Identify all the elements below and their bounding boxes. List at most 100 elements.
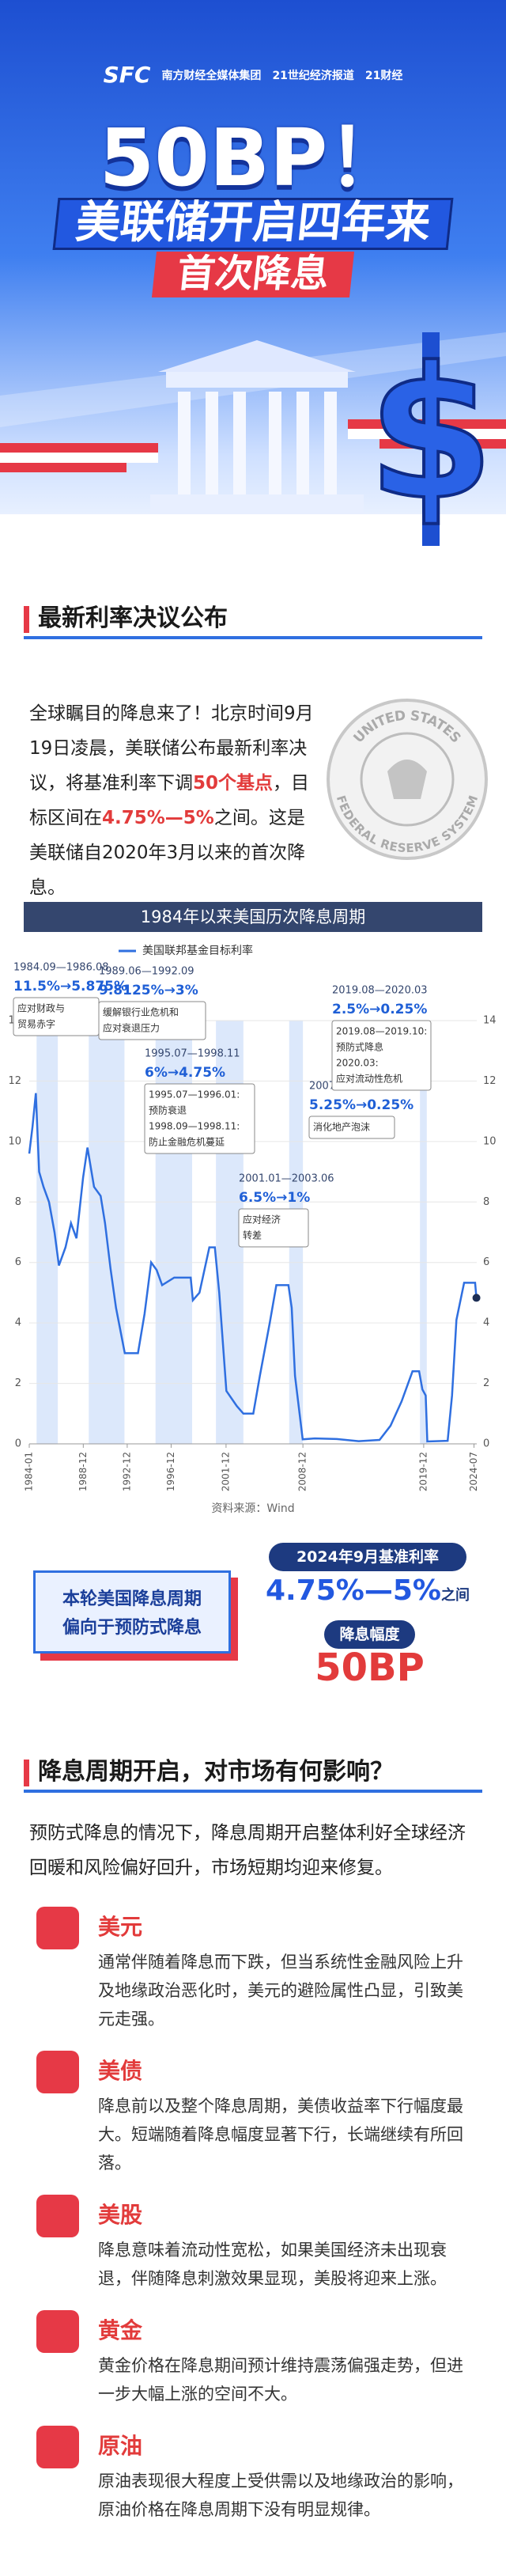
cycle-change: 6%→4.75% — [145, 1065, 225, 1081]
x-tick-label: 1988-12 — [77, 1452, 89, 1491]
y-tick-label: 4 — [483, 1317, 489, 1329]
x-tick-label: 1996-12 — [165, 1452, 176, 1491]
item-text: 降息前以及整个降息周期，美债收益率下行幅度最大。短端随着降息幅度显著下行，长端继… — [98, 2097, 463, 2173]
subtitle: 美联储开启四年来 — [52, 197, 454, 250]
callout: 本轮美国降息周期 偏向于预防式降息 — [33, 1570, 231, 1654]
cycle-note: 2019.08—2019.10: — [336, 1026, 427, 1037]
rate: 4.75%—5%之间 — [253, 1574, 482, 1607]
cycle-note: 消化地产泡沫 — [313, 1122, 370, 1133]
y-tick-label: 12 — [483, 1075, 497, 1087]
text-segment: ，目标区间在 — [29, 773, 310, 828]
logo: SFC — [103, 62, 151, 88]
callout-line: 偏向于预防式降息 — [62, 1618, 202, 1638]
item-icon — [36, 2310, 79, 2353]
y-tick-label: 6 — [483, 1256, 489, 1268]
legend-label: 美国联邦基金目标利率 — [142, 944, 253, 957]
cycle-note: 转差 — [243, 1229, 262, 1241]
item-text: 黄金价格在降息期间预计维持震荡偏强走势，但进一步大幅上涨的空间不大。 — [98, 2356, 463, 2404]
cycle-note: 缓解银行业危机和 — [103, 1007, 179, 1018]
item-list: 美元 通常伴随着降息而下跌，但当系统性金融风险上升及地缘政治恶化时，美元的避险属性… — [36, 1907, 479, 2541]
y-tick-label: 0 — [15, 1438, 21, 1450]
callout-line: 本轮美国降息周期 — [62, 1589, 202, 1609]
cycle-note: 贸易赤字 — [17, 1018, 55, 1030]
subtitle: 首次降息 — [151, 252, 355, 297]
cycle-note: 2020.03: — [336, 1058, 379, 1069]
x-tick-label: 1984-01 — [24, 1452, 35, 1491]
end-point — [472, 1294, 481, 1302]
logo: 21财经 — [364, 69, 403, 82]
note-box — [238, 1208, 309, 1248]
item-title: 美债 — [98, 2058, 143, 2084]
logos: SFC 南方财经全媒体集团 21世纪经济报道 21财经 — [0, 62, 506, 88]
x-tick-label: 2019-12 — [417, 1452, 429, 1491]
text-segment: 全球瞩目的降息来了！北京时间9月19日凌晨，美联储公布最新利率决议，将基准利率下… — [29, 703, 314, 794]
y-tick-label: 2 — [15, 1377, 21, 1389]
cycle-note: 1995.07—1996.01: — [149, 1089, 240, 1100]
y-tick-label: 10 — [8, 1135, 21, 1147]
item-icon — [36, 2195, 79, 2237]
cycle-note: 预防式降息 — [336, 1041, 383, 1053]
title: 50BP！ — [99, 112, 407, 204]
item-text: 通常伴随着降息而下跌，但当系统性金融风险上升及地缘政治恶化时，美元的避险属性凸显… — [98, 1953, 463, 2029]
y-tick-label: 2 — [483, 1377, 489, 1389]
item-icon — [36, 2426, 79, 2468]
cycle-period: 1995.07—1998.11 — [145, 1048, 240, 1060]
logo: 21世纪经济报道 — [272, 69, 354, 82]
market-item: 美股降息意味着流动性宽松，如果美国经济未出现衰退，伴随降息刺激效果显现，美股将迎… — [36, 2195, 479, 2293]
cycle-note: 应对衰退压力 — [103, 1022, 160, 1034]
item-text: 降息意味着流动性宽松，如果美国经济未出现衰退，伴随降息刺激效果显现，美股将迎来上… — [98, 2241, 447, 2288]
y-tick-label: 14 — [483, 1015, 497, 1027]
item-title: 黄金 — [98, 2317, 143, 2343]
line — [28, 1093, 478, 1443]
y-tick-label: 10 — [483, 1135, 497, 1147]
paragraph: 全球瞩目的降息来了！北京时间9月19日凌晨，美联储公布最新利率决议，将基准利率下… — [29, 696, 322, 905]
market-item: 原油 原油表现很大程度上受供需以及地缘政治的影响，原油价格在降息周期下没有明显规律… — [36, 2426, 479, 2524]
cycle-period: 2019.08—2020.03 — [332, 985, 428, 997]
item-icon — [36, 2051, 79, 2093]
market-item: 美元 通常伴随着降息而下跌，但当系统性金融风险上升及地缘政治恶化时，美元的避险属性… — [36, 1907, 479, 2033]
chart-title: 1984年以来美国历次降息周期 — [24, 902, 482, 932]
item-text: 原油表现很大程度上受供需以及地缘政治的影响，原油价格在降息周期下没有明显规律。 — [98, 2472, 463, 2519]
cycle-note: 应对财政与 — [17, 1002, 65, 1014]
cycle-change: 5.25%→0.25% — [309, 1097, 413, 1113]
x-tick-label: 2001-12 — [220, 1452, 231, 1491]
cycle-band — [420, 1021, 427, 1444]
seal: UNITED STATES FEDERAL RESERVE SYSTEM — [327, 699, 488, 860]
text-segment: 4.75%—5% — [102, 808, 214, 828]
y-tick-label: 12 — [8, 1075, 21, 1087]
cut: 50BP — [315, 1646, 425, 1690]
cycle-change: 6.5%→1% — [239, 1190, 310, 1206]
market-item: 美债降息前以及整个降息周期，美债收益率下行幅度最大。短端随着降息幅度显著下行，长… — [36, 2051, 479, 2177]
item-title: 美股 — [98, 2202, 143, 2228]
source: 资料来源：Wind — [211, 1502, 294, 1515]
y-tick-label: 6 — [15, 1256, 21, 1268]
rate-suffix: 之间 — [441, 1587, 470, 1604]
logo: 南方财经全媒体集团 — [161, 69, 262, 82]
text-segment: 之间。这是美联储自2020年3月以来的首次降息。 — [29, 808, 306, 898]
cycle-note: 应对经济 — [243, 1214, 281, 1225]
cycle-change: 9.8125%→3% — [99, 983, 198, 998]
cycle-period: 1984.09—1986.08 — [13, 962, 109, 974]
section-heading: 最新利率决议公布 — [24, 601, 482, 639]
note-box — [331, 1020, 432, 1091]
x-tick-label: 2008-12 — [297, 1452, 308, 1491]
x-tick-label: 2024-07 — [468, 1452, 479, 1491]
cycle-change: 2.5%→0.25% — [332, 1002, 427, 1017]
svg-text:$: $ — [368, 329, 494, 540]
cycle-note: 预防衰退 — [149, 1104, 187, 1116]
section-heading: 降息周期开启，对市场有何影响？ — [24, 1755, 482, 1793]
chart: 00224466881010121214141984-011988-121992… — [8, 944, 497, 1515]
cycle-note: 1998.09—1998.11: — [149, 1121, 240, 1132]
cycle-period: 1989.06—1992.09 — [99, 966, 194, 978]
cycle-note: 应对流动性危机 — [336, 1073, 402, 1085]
cut-label: 降息幅度 — [324, 1620, 415, 1649]
note-box — [98, 1001, 206, 1040]
rate-label: 2024年9月基准利率 — [269, 1543, 466, 1571]
item-icon — [36, 1907, 79, 1949]
cycle-period: 2001.01—2003.06 — [239, 1173, 334, 1185]
rate-value: 4.75%—5% — [265, 1574, 441, 1607]
y-tick-label: 8 — [15, 1196, 21, 1208]
y-tick-label: 4 — [15, 1317, 21, 1329]
note-box — [144, 1083, 255, 1154]
